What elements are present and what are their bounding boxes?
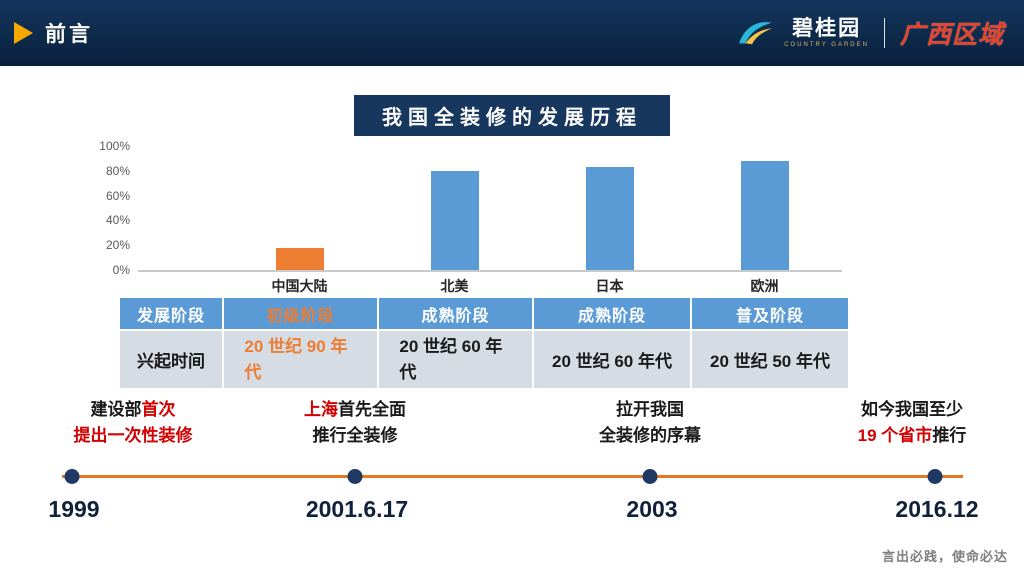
timeline-event-2001: 上海首先全面 推行全装修 [235, 397, 475, 449]
event-line: 上海首先全面 [235, 397, 475, 423]
cell-text: 20 世纪 60 年代 [552, 352, 672, 371]
timeline-dot [642, 469, 658, 484]
event-text: 如今我国至少 [861, 400, 963, 419]
event-text-highlight: 19 个省市 [857, 426, 933, 445]
table-cell: 20 世纪 60 年代 [377, 331, 532, 388]
event-text: 全装修的序幕 [599, 426, 701, 445]
event-line: 推行全装修 [235, 423, 475, 449]
bar-slot [532, 146, 687, 270]
event-text: 拉开我国 [616, 400, 684, 419]
bar-slot [377, 146, 532, 270]
y-axis-tick: 80% [105, 163, 130, 178]
timeline-dot [347, 469, 363, 484]
timeline-event-2003: 拉开我国 全装修的序幕 [530, 397, 770, 449]
table-cell: 初级阶段 [222, 298, 377, 329]
region-name: 广西区域 [899, 21, 1004, 49]
timeline-year: 2001.6.17 [305, 496, 409, 522]
x-axis-labels: 中国大陆 北美 日本 欧洲 [222, 276, 842, 296]
table-cell: 20 世纪 50 年代 [690, 331, 848, 388]
brand-logo: 碧桂园 COUNTRY GARDEN 广西区域 [735, 0, 1004, 66]
event-line: 提出一次性装修 [13, 423, 253, 449]
bar-slot [687, 146, 842, 270]
cell-text: 20 世纪 60 年代 [399, 337, 503, 382]
event-text: 建设部 [90, 400, 142, 419]
row-header: 兴起时间 [120, 331, 222, 388]
bar-chart: 100% 80% 60% 40% 20% 0% [99, 139, 842, 277]
event-line: 如今我国至少 [792, 397, 1024, 423]
x-axis-label: 中国大陆 [271, 278, 328, 294]
footer-slogan: 言出必践，使命必达 [881, 549, 1008, 564]
y-axis-tick: 100% [99, 139, 130, 153]
y-axis-tick: 60% [105, 188, 130, 203]
logo-divider [883, 18, 885, 48]
cell-text: 20 世纪 90 年代 [244, 337, 348, 382]
brand-wordmark: 碧桂园 COUNTRY GARDEN [784, 18, 869, 48]
timeline-line [62, 475, 963, 478]
row-header: 发展阶段 [120, 298, 222, 329]
y-axis-tick: 20% [105, 238, 130, 253]
timeline-year: 1999 [48, 496, 100, 522]
timeline-year: 2003 [626, 496, 678, 522]
table-cell: 20 世纪 90 年代 [222, 331, 377, 388]
table-row-stage: 发展阶段 初级阶段 成熟阶段 成熟阶段 普及阶段 [120, 298, 848, 329]
section-title: 前言 [45, 23, 93, 46]
bar-north-america [430, 170, 479, 270]
bar-europe [740, 160, 789, 270]
table-row-era: 兴起时间 20 世纪 90 年代 20 世纪 60 年代 20 世纪 60 年代… [120, 331, 848, 388]
stage-table: 发展阶段 初级阶段 成熟阶段 成熟阶段 普及阶段 兴起时间 20 世纪 90 年… [120, 298, 848, 388]
x-axis-label: 欧洲 [750, 278, 779, 294]
bar-china-mainland [275, 247, 324, 270]
timeline-event-2016: 如今我国至少 19 个省市推行 [792, 397, 1024, 449]
timeline-dot [927, 469, 943, 484]
event-text: 首先全面 [338, 400, 406, 419]
x-axis-label: 北美 [440, 278, 469, 294]
event-line: 19 个省市推行 [792, 423, 1024, 449]
event-line: 拉开我国 [530, 397, 770, 423]
bar-slot [222, 146, 377, 270]
timeline-dot [64, 469, 80, 484]
event-text: 推行 [932, 426, 967, 445]
table-cell: 成熟阶段 [377, 298, 532, 329]
event-text-highlight: 上海 [304, 400, 338, 419]
bar-japan [585, 167, 634, 270]
phoenix-swoosh-icon [739, 22, 773, 45]
event-text-highlight: 首次 [141, 400, 176, 419]
timeline-event-1999: 建设部首次 提出一次性装修 [13, 397, 253, 449]
y-axis-tick: 40% [105, 213, 130, 228]
table-cell: 普及阶段 [690, 298, 848, 329]
event-text: 推行全装修 [312, 426, 398, 445]
chart-title: 我国全装修的发展历程 [354, 95, 670, 136]
table-cell: 成熟阶段 [532, 298, 690, 329]
cell-text: 20 世纪 50 年代 [710, 352, 830, 371]
bars-group [222, 146, 842, 270]
table-cell: 20 世纪 60 年代 [532, 331, 690, 388]
play-triangle-icon [14, 22, 33, 44]
header-bar: 前言 碧桂园 COUNTRY GARDEN 广西区域 [0, 0, 1024, 66]
event-line: 建设部首次 [13, 397, 253, 423]
event-line: 全装修的序幕 [530, 423, 770, 449]
event-text-highlight: 提出一次性装修 [73, 426, 193, 445]
brand-name-english: COUNTRY GARDEN [784, 42, 869, 48]
timeline-year: 2016.12 [895, 496, 979, 522]
x-axis-label: 日本 [595, 278, 624, 294]
y-axis-tick: 0% [112, 263, 130, 277]
brand-name: 碧桂园 [792, 17, 862, 40]
